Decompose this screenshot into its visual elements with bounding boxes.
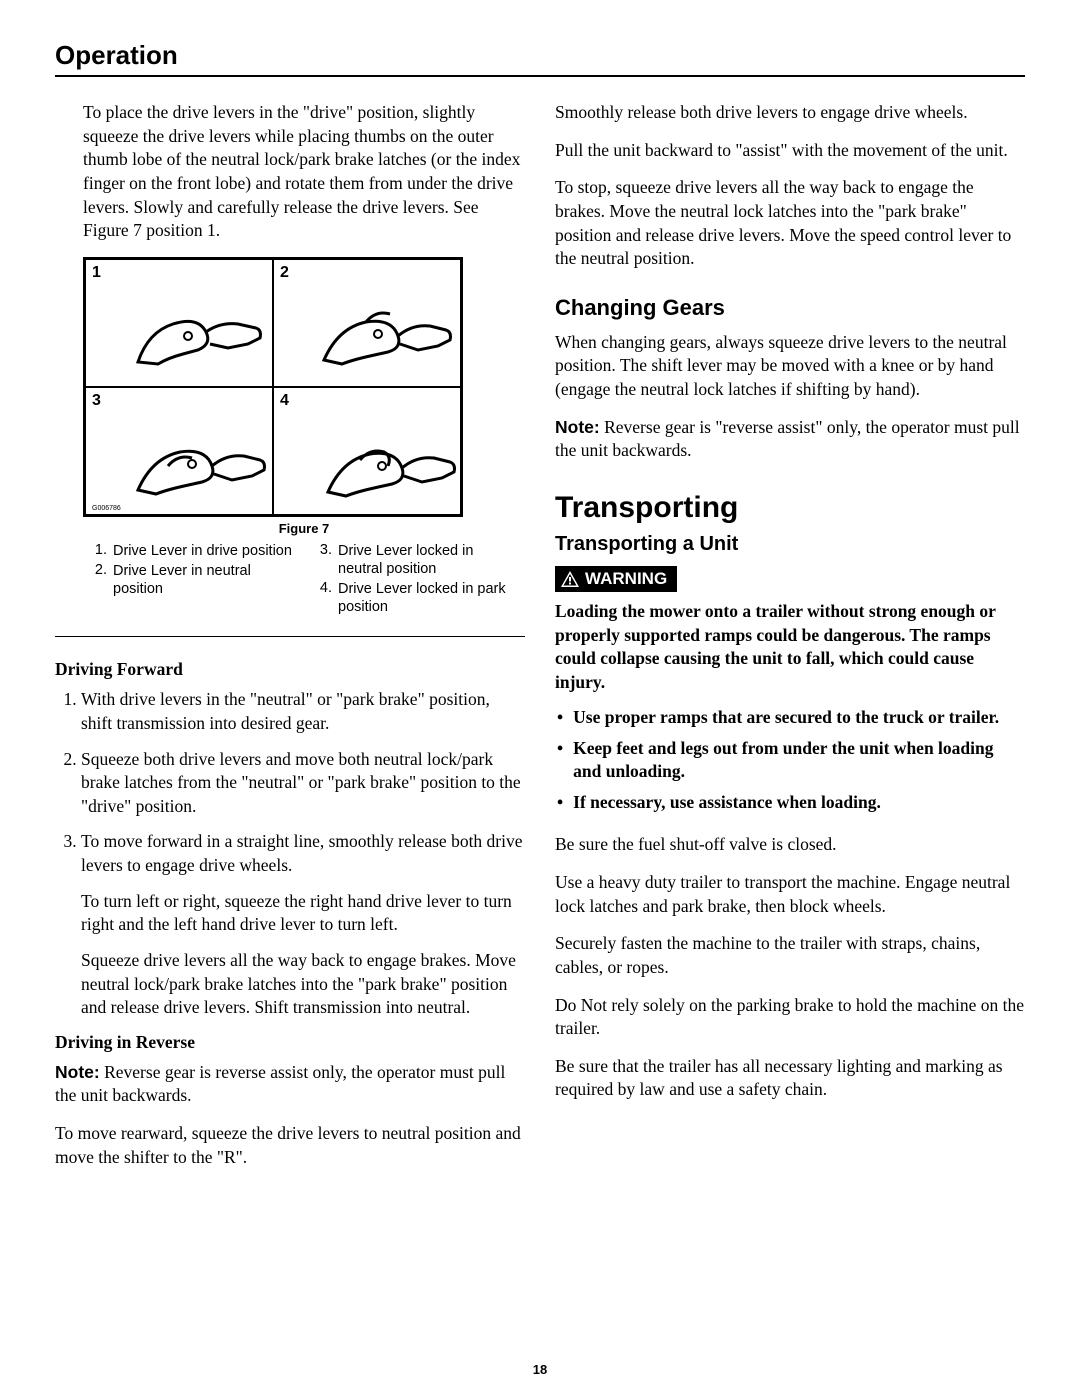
right-paragraph: Pull the unit backward to "assist" with … — [555, 139, 1025, 163]
list-item-text: To move forward in a straight line, smoo… — [81, 831, 523, 875]
figure-gcode: G006786 — [92, 505, 121, 512]
figure-cell-2: 2 — [273, 259, 461, 387]
legend-text: Drive Lever in drive position — [113, 542, 292, 560]
figure-legend: 1. Drive Lever in drive position 2. Driv… — [83, 542, 525, 619]
transport-paragraph: Be sure the fuel shut-off valve is close… — [555, 833, 1025, 857]
transport-paragraph: Do Not rely solely on the parking brake … — [555, 994, 1025, 1041]
lever-drawing-icon — [316, 430, 456, 510]
warning-bullets: Use proper ramps that are secured to the… — [555, 706, 1025, 813]
intro-paragraph: To place the drive levers in the "drive"… — [55, 101, 525, 243]
note-label: Note: — [555, 417, 600, 437]
legend-num: 2. — [91, 562, 113, 598]
figure-cell-1: 1 — [85, 259, 273, 387]
legend-text: Drive Lever locked in neutral position — [338, 542, 517, 578]
figure-7: 1 2 — [83, 257, 463, 517]
figure-cell-label: 2 — [280, 264, 289, 281]
transporting-heading: Transporting — [555, 491, 1025, 525]
figure-cell-label: 3 — [92, 392, 101, 409]
warning-label: WARNING — [585, 569, 667, 589]
legend-text: Drive Lever in neutral position — [113, 562, 292, 598]
legend-num: 1. — [91, 542, 113, 560]
changing-gears-heading: Changing Gears — [555, 295, 1025, 321]
figure-cell-4: 4 — [273, 387, 461, 515]
figure-caption: Figure 7 — [83, 521, 525, 536]
left-column: To place the drive levers in the "drive"… — [55, 101, 525, 1183]
legend-num: 3. — [316, 542, 338, 578]
legend-item: 3. Drive Lever locked in neutral positio… — [316, 542, 517, 578]
note-text: Reverse gear is "reverse assist" only, t… — [555, 417, 1020, 461]
warning-bullet: Use proper ramps that are secured to the… — [557, 706, 1025, 729]
right-column: Smoothly release both drive levers to en… — [555, 101, 1025, 1183]
note-label: Note: — [55, 1062, 100, 1082]
legend-num: 4. — [316, 580, 338, 616]
list-item: With drive levers in the "neutral" or "p… — [81, 688, 525, 735]
reverse-note: Note: Reverse gear is reverse assist onl… — [55, 1061, 525, 1108]
warning-bullet: If necessary, use assistance when loadin… — [557, 791, 1025, 814]
driving-forward-list: With drive levers in the "neutral" or "p… — [55, 688, 525, 1020]
transport-paragraph: Be sure that the trailer has all necessa… — [555, 1055, 1025, 1102]
list-item-paragraph: To turn left or right, squeeze the right… — [81, 890, 525, 937]
bullet-text: Use proper ramps that are secured to the… — [573, 706, 999, 729]
note-text: Reverse gear is reverse assist only, the… — [55, 1062, 505, 1106]
figure-cell-label: 4 — [280, 392, 289, 409]
changing-gears-note: Note: Reverse gear is "reverse assist" o… — [555, 416, 1025, 463]
legend-item: 4. Drive Lever locked in park position — [316, 580, 517, 616]
right-paragraph: To stop, squeeze drive levers all the wa… — [555, 176, 1025, 271]
list-item-text: Squeeze both drive levers and move both … — [81, 749, 521, 816]
legend-text: Drive Lever locked in park position — [338, 580, 517, 616]
bullet-text: Keep feet and legs out from under the un… — [573, 737, 1025, 783]
legend-item: 2. Drive Lever in neutral position — [91, 562, 292, 598]
list-item-text: With drive levers in the "neutral" or "p… — [81, 689, 490, 733]
lever-drawing-icon — [316, 302, 456, 382]
section-heading: Operation — [55, 40, 1025, 77]
page-number: 18 — [533, 1362, 547, 1377]
transport-paragraph: Securely fasten the machine to the trail… — [555, 932, 1025, 979]
list-item: Squeeze both drive levers and move both … — [81, 748, 525, 819]
warning-triangle-icon — [561, 571, 579, 587]
figure-cell-label: 1 — [92, 264, 101, 281]
lever-drawing-icon — [128, 302, 268, 382]
changing-gears-paragraph: When changing gears, always squeeze driv… — [555, 331, 1025, 402]
driving-forward-heading: Driving Forward — [55, 659, 525, 680]
reverse-paragraph: To move rearward, squeeze the drive leve… — [55, 1122, 525, 1169]
list-item-paragraph: Squeeze drive levers all the way back to… — [81, 949, 525, 1020]
driving-reverse-heading: Driving in Reverse — [55, 1032, 525, 1053]
warning-badge: WARNING — [555, 566, 677, 592]
bullet-text: If necessary, use assistance when loadin… — [573, 791, 881, 814]
divider — [55, 636, 525, 637]
warning-paragraph: Loading the mower onto a trailer without… — [555, 600, 1025, 695]
two-column-layout: To place the drive levers in the "drive"… — [55, 101, 1025, 1183]
list-item: To move forward in a straight line, smoo… — [81, 830, 525, 1019]
figure-cell-3: 3 G006786 — [85, 387, 273, 515]
transport-paragraph: Use a heavy duty trailer to transport th… — [555, 871, 1025, 918]
right-paragraph: Smoothly release both drive levers to en… — [555, 101, 1025, 125]
warning-bullet: Keep feet and legs out from under the un… — [557, 737, 1025, 783]
legend-item: 1. Drive Lever in drive position — [91, 542, 292, 560]
lever-drawing-icon — [128, 430, 268, 510]
transporting-unit-heading: Transporting a Unit — [555, 533, 1025, 556]
